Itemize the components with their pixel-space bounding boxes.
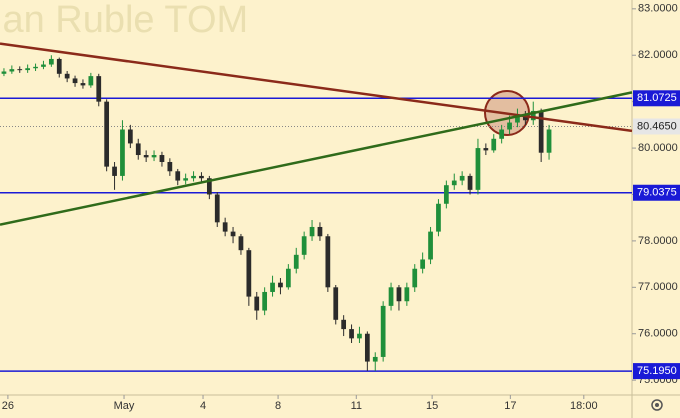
candle-body — [48, 58, 54, 65]
y-tick-label: 78.0000 — [638, 235, 678, 247]
candle-body — [301, 236, 307, 255]
candle-body — [64, 73, 70, 79]
x-tick-label: 15 — [426, 400, 438, 412]
candle-body — [238, 236, 244, 251]
candle-body — [262, 291, 268, 311]
candle-body — [388, 287, 394, 306]
candle-body — [199, 175, 204, 179]
candle-body — [546, 129, 552, 153]
candle-body — [104, 101, 110, 167]
candle-body — [420, 259, 426, 269]
candle-body — [127, 129, 133, 144]
candle-body — [41, 64, 46, 67]
candle-body — [285, 268, 291, 288]
y-tick-label: 80.0000 — [638, 142, 678, 154]
candle-body — [507, 122, 512, 130]
candle-body — [230, 231, 236, 237]
candle-body — [317, 226, 323, 237]
x-tick-label: May — [114, 400, 135, 412]
candle-body — [522, 115, 528, 121]
candle-body — [206, 178, 212, 195]
y-tick-label: 77.0000 — [638, 281, 678, 293]
candle-body — [459, 175, 465, 181]
candle-body — [80, 83, 86, 86]
y-tick-label: 83.0000 — [638, 3, 678, 15]
x-tick-label: 18:00 — [570, 400, 598, 412]
candle-body — [56, 58, 62, 74]
candle-body — [222, 222, 228, 232]
candle-body — [325, 236, 331, 288]
candle-body — [475, 148, 481, 190]
candle-body — [96, 76, 102, 102]
candle-body — [333, 287, 339, 320]
level-badge — [633, 363, 680, 380]
candle-body — [254, 296, 260, 311]
candle-body — [412, 268, 418, 288]
candle-body — [341, 319, 347, 330]
level-label: 75.1950 — [637, 365, 677, 377]
x-tick-label: 4 — [200, 400, 206, 412]
candle-body — [499, 129, 505, 139]
candle-body — [88, 76, 94, 86]
candle-body — [33, 66, 38, 69]
y-tick-label: 82.0000 — [638, 49, 678, 61]
candle-body — [404, 287, 410, 302]
candle-body — [443, 185, 449, 204]
settings-icon[interactable] — [651, 399, 663, 411]
last-price-label: 80.4650 — [637, 120, 677, 132]
candle-body — [151, 155, 157, 158]
x-tick-label: 26 — [2, 400, 14, 412]
candle-body — [135, 143, 141, 156]
candle-body — [538, 110, 544, 153]
candle-body — [214, 194, 220, 223]
candle-body — [491, 138, 497, 151]
y-tick-label: 76.0000 — [638, 328, 678, 340]
candle-body — [167, 161, 173, 172]
level-badge — [633, 90, 680, 107]
candle-body — [372, 356, 378, 362]
level-badge — [633, 184, 680, 201]
last-price-badge — [633, 118, 680, 135]
candle-body — [25, 68, 31, 71]
candle-body — [436, 203, 441, 232]
candle-body — [175, 171, 181, 181]
candle-body — [357, 333, 362, 339]
x-tick-label: 8 — [275, 400, 281, 412]
candle-body — [396, 287, 402, 302]
candle-body — [293, 254, 299, 269]
watermark-title: ian Ruble TOM — [0, 0, 248, 41]
candle-body — [143, 155, 149, 158]
candle-body — [530, 110, 536, 121]
candle-body — [428, 231, 433, 260]
trend-line — [0, 91, 633, 226]
level-label: 81.0725 — [637, 92, 677, 104]
trend-line — [0, 42, 633, 133]
candle-body — [72, 78, 78, 84]
candle-body — [515, 115, 520, 123]
candle-body — [380, 305, 386, 357]
candle-body — [278, 282, 283, 288]
candle-body — [451, 180, 457, 186]
candle-body — [159, 155, 165, 162]
level-label: 79.0375 — [637, 187, 677, 199]
candle-body — [364, 333, 370, 362]
candle-body — [467, 175, 473, 190]
candle-body — [191, 175, 196, 179]
candle-body — [120, 129, 125, 176]
candle-body — [183, 178, 189, 181]
candle-body — [349, 329, 354, 339]
candle-body — [17, 69, 23, 71]
candle-body — [309, 226, 315, 237]
x-tick-label: 11 — [351, 400, 362, 412]
candle-body — [270, 282, 275, 292]
candle-body — [9, 69, 15, 72]
candle-body — [1, 71, 7, 74]
x-tick-label: 17 — [504, 400, 516, 412]
candle-body — [246, 250, 252, 297]
candle-body — [483, 148, 489, 151]
candle-body — [112, 166, 117, 176]
